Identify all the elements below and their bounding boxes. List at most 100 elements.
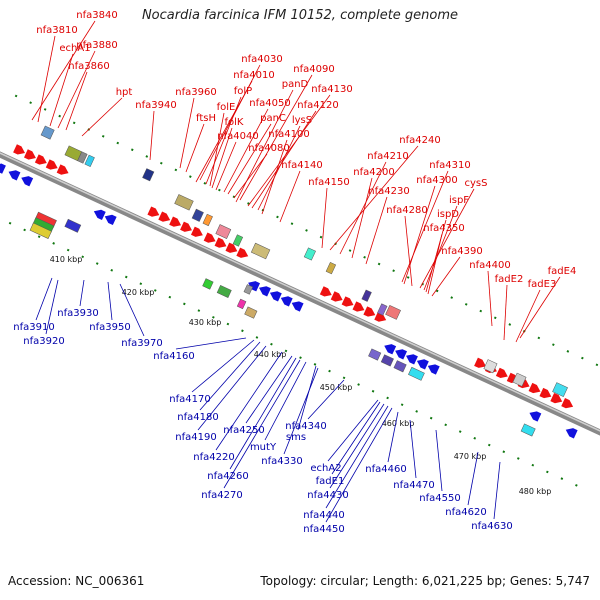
gene-arrow: [158, 211, 171, 222]
top-feature-17: [512, 372, 527, 387]
gene-label-bottom[interactable]: nfa4250: [223, 425, 264, 436]
gene-label-top[interactable]: nfa4120: [297, 100, 338, 111]
gene-label-top[interactable]: nfa4230: [368, 186, 409, 197]
genome-map[interactable]: 410 kbp 420 kbp 430 kbp 440 kbp 450 kbp 460 k…: [0, 0, 600, 570]
gene-arrow: [45, 159, 58, 170]
forward-gene-2: [34, 154, 47, 165]
forward-gene-17: [352, 301, 365, 312]
gene-label-bottom[interactable]: nfa4620: [445, 507, 486, 518]
gene-label-bottom[interactable]: nfa4430: [307, 490, 348, 501]
gene-label-top[interactable]: nfa4090: [293, 64, 334, 75]
gene-label-bottom[interactable]: nfa3970: [121, 338, 162, 349]
gene-label-top[interactable]: fadE2: [495, 274, 524, 285]
gene-label-bottom[interactable]: nfa4550: [419, 493, 460, 504]
gene-label-top[interactable]: nfa4150: [308, 177, 349, 188]
gene-label-top[interactable]: nfa4300: [416, 175, 457, 186]
gene-label-top[interactable]: nfa3810: [36, 25, 77, 36]
gene-label-bottom[interactable]: nfa3950: [89, 322, 130, 333]
reverse-gene-6: [259, 286, 271, 297]
forward-gene-16: [341, 296, 354, 307]
gene-label-bottom[interactable]: nfa4170: [169, 394, 210, 405]
gene-label-bottom[interactable]: nfa4260: [207, 471, 248, 482]
gene-label-bottom[interactable]: nfa4630: [471, 521, 512, 532]
gene-label-top[interactable]: folP: [234, 86, 252, 97]
gene-arrow: [280, 296, 293, 307]
gene-arrow: [21, 176, 34, 187]
gene-label-bottom[interactable]: nfa4160: [153, 351, 194, 362]
gene-label-top[interactable]: cysS: [465, 178, 488, 189]
feature-box: [40, 125, 55, 140]
gene-label-top[interactable]: nfa4050: [249, 98, 290, 109]
gene-arrow: [190, 226, 203, 237]
gene-label-top[interactable]: folK: [225, 117, 244, 128]
gene-label-top[interactable]: nfa4400: [469, 260, 510, 271]
reverse-gene-3: [93, 209, 106, 221]
gene-label-top[interactable]: nfa4080: [248, 143, 289, 154]
gene-label-bottom[interactable]: echA2: [310, 463, 341, 474]
gene-label-top[interactable]: nfa4390: [441, 246, 482, 257]
gene-label-top[interactable]: lysS: [292, 115, 312, 126]
gene-label-top[interactable]: nfa4030: [241, 54, 282, 65]
gene-label-top[interactable]: nfa4280: [386, 205, 427, 216]
feature-box: [202, 213, 213, 227]
gene-label-top[interactable]: nfa4010: [233, 70, 274, 81]
bottom-feature-8: [368, 348, 382, 361]
gene-label-bottom[interactable]: fadE1: [316, 476, 345, 487]
gene-label-bottom[interactable]: nfa4330: [261, 456, 302, 467]
gene-label-bottom[interactable]: nfa4450: [303, 524, 344, 535]
forward-gene-8: [180, 221, 192, 232]
gene-label-bottom[interactable]: nfa4340: [285, 421, 326, 432]
gene-label-top[interactable]: panC: [260, 113, 286, 124]
gene-label-bottom[interactable]: nfa4180: [177, 412, 218, 423]
forward-gene-11: [214, 237, 227, 248]
gene-label-top[interactable]: nfa3940: [135, 100, 176, 111]
top-feature-0: [40, 125, 55, 140]
gene-label-top[interactable]: fadE4: [548, 266, 577, 277]
bottom-feature-13: [243, 284, 254, 295]
gene-label-top[interactable]: nfa3840: [76, 10, 117, 21]
leader-bottom: [325, 407, 393, 523]
gene-label-top[interactable]: nfa4140: [281, 160, 322, 171]
gene-label-bottom[interactable]: nfa4220: [193, 452, 234, 463]
bottom-feature-6: [236, 298, 247, 310]
gene-label-top[interactable]: nfa3860: [68, 61, 109, 72]
feature-box: [84, 154, 95, 167]
leader-top: [351, 177, 373, 259]
gene-label-top[interactable]: ispF: [449, 195, 469, 206]
accession-text: Accession: NC_006361: [8, 574, 145, 588]
gene-label-bottom[interactable]: nfa3910: [13, 322, 54, 333]
gene-label-top[interactable]: nfa4200: [353, 167, 394, 178]
tick-label: 420 kbp: [122, 288, 155, 297]
gene-label-top[interactable]: nfa4350: [423, 223, 464, 234]
leader-bottom: [199, 341, 261, 411]
leader-bottom: [119, 283, 145, 337]
gene-label-top[interactable]: nfa3880: [76, 40, 117, 51]
gene-label-top[interactable]: folE: [217, 102, 236, 113]
gene-label-top[interactable]: nfa4310: [429, 160, 470, 171]
gene-label-bottom[interactable]: nfa3930: [57, 308, 98, 319]
gene-label-top[interactable]: ftsH: [196, 113, 216, 124]
gene-label-bottom[interactable]: sms: [286, 432, 306, 443]
gene-label-top[interactable]: fadE3: [528, 279, 557, 290]
gene-label-bottom[interactable]: nfa4470: [393, 480, 434, 491]
gene-label-bottom[interactable]: nfa4440: [303, 510, 344, 521]
gene-label-top[interactable]: nfa3960: [175, 87, 216, 98]
gene-label-bottom[interactable]: nfa3920: [23, 336, 64, 347]
gene-label-top[interactable]: hpt: [116, 87, 133, 98]
gene-label-top[interactable]: nfa4100: [268, 129, 309, 140]
gene-label-bottom[interactable]: nfa4270: [201, 490, 242, 501]
feature-box: [361, 289, 372, 302]
gene-labels[interactable]: nfa3840nfa3810echA1nfa3880nfa3860hptnfa3…: [13, 10, 576, 535]
gene-label-top[interactable]: nfa4040: [217, 131, 258, 142]
gene-label-bottom[interactable]: nfa4190: [175, 432, 216, 443]
gene-label-top[interactable]: nfa4210: [367, 151, 408, 162]
gene-label-top[interactable]: nfa4240: [399, 135, 440, 146]
gene-label-top[interactable]: ispD: [437, 209, 459, 220]
top-feature-16: [483, 359, 498, 374]
gene-label-top[interactable]: echA1: [59, 43, 90, 54]
gene-label-bottom[interactable]: mutY: [250, 442, 277, 453]
gene-arrow: [169, 216, 182, 227]
gene-label-top[interactable]: nfa4130: [311, 84, 352, 95]
gene-label-bottom[interactable]: nfa4460: [365, 464, 406, 475]
gene-label-top[interactable]: panD: [282, 79, 309, 90]
